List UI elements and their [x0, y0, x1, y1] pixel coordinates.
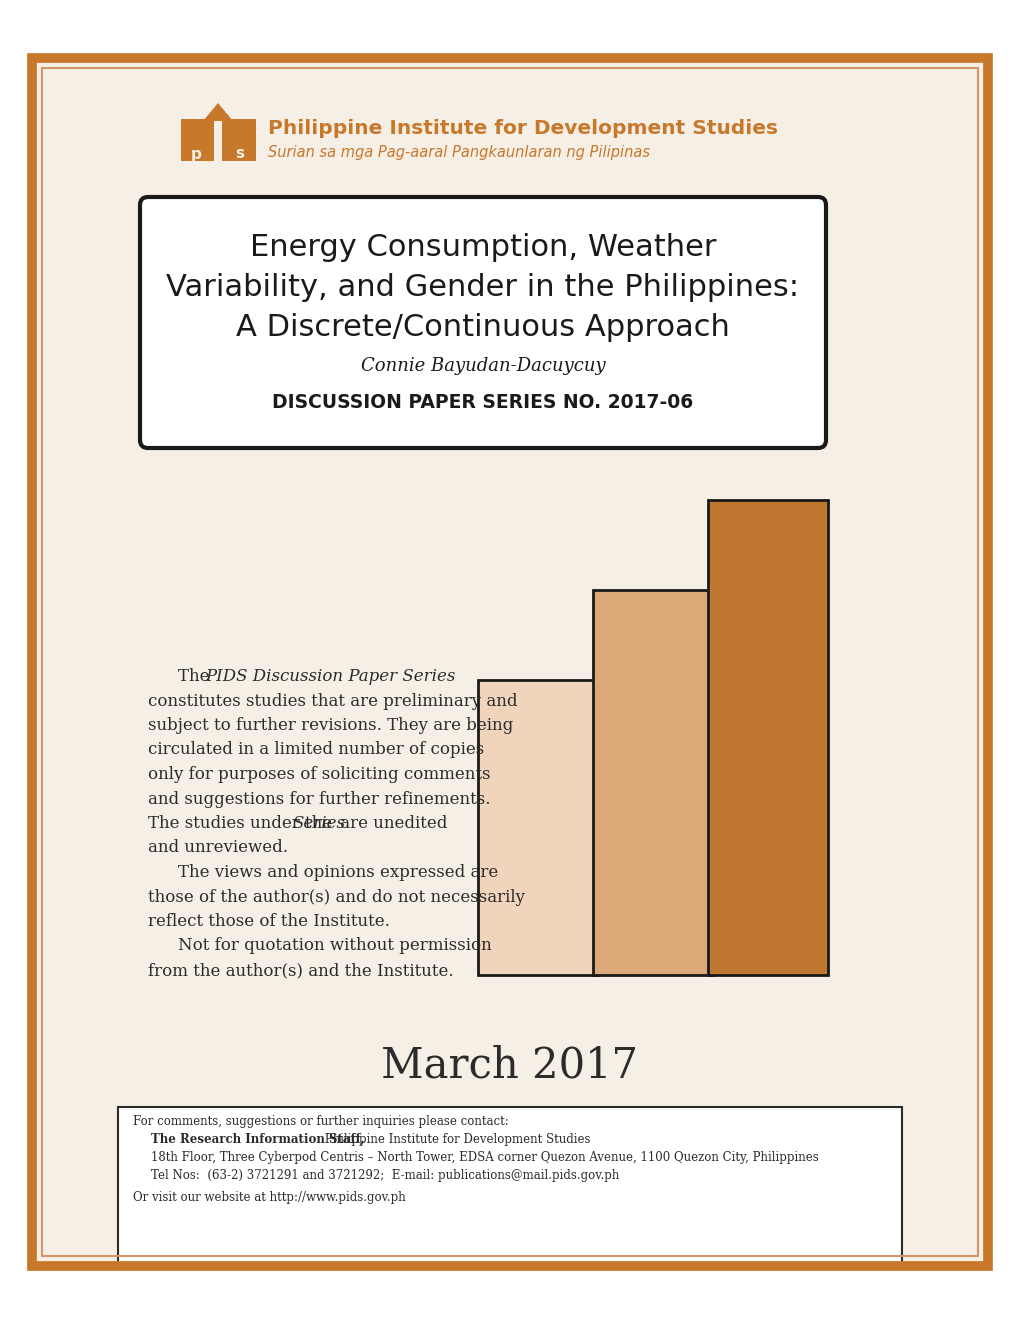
Text: Energy Consumption, Weather: Energy Consumption, Weather [250, 234, 715, 263]
Polygon shape [203, 103, 232, 121]
Text: The views and opinions expressed are: The views and opinions expressed are [178, 865, 497, 880]
Text: Surian sa mga Pag-aaral Pangkaunlaran ng Pilipinas: Surian sa mga Pag-aaral Pangkaunlaran ng… [268, 145, 649, 161]
Text: Philippine Institute for Development Studies: Philippine Institute for Development Stu… [321, 1133, 590, 1146]
Text: and unreviewed.: and unreviewed. [148, 840, 287, 857]
Text: The: The [178, 668, 215, 685]
Text: Or visit our website at http://www.pids.gov.ph: Or visit our website at http://www.pids.… [132, 1191, 406, 1204]
Text: s: s [235, 147, 245, 161]
Text: Series: Series [292, 814, 345, 832]
Text: and suggestions for further refinements.: and suggestions for further refinements. [148, 791, 490, 808]
Text: subject to further revisions. They are being: subject to further revisions. They are b… [148, 717, 513, 734]
Text: constitutes studies that are preliminary and: constitutes studies that are preliminary… [148, 693, 517, 710]
Text: March 2017: March 2017 [381, 1044, 638, 1086]
Bar [214, 121, 222, 162]
Text: Connie Bayudan-Dacuycuy: Connie Bayudan-Dacuycuy [361, 356, 604, 375]
Text: 18th Floor, Three Cyberpod Centris – North Tower, EDSA corner Quezon Avenue, 110: 18th Floor, Three Cyberpod Centris – Nor… [151, 1151, 818, 1164]
Text: those of the author(s) and do not necessarily: those of the author(s) and do not necess… [148, 888, 525, 906]
Bar [118, 1107, 901, 1265]
Text: Tel Nos:  (63-2) 3721291 and 3721292;  E-mail: publications@mail.pids.gov.ph: Tel Nos: (63-2) 3721291 and 3721292; E-m… [151, 1170, 619, 1181]
Text: The studies under the: The studies under the [148, 814, 337, 832]
Bar [592, 590, 712, 975]
Text: PIDS Discussion Paper Series: PIDS Discussion Paper Series [205, 668, 454, 685]
Bar [707, 500, 827, 975]
Text: reflect those of the Institute.: reflect those of the Institute. [148, 913, 389, 931]
Text: Not for quotation without permission: Not for quotation without permission [178, 937, 491, 954]
Text: The Research Information Staff,: The Research Information Staff, [151, 1133, 364, 1146]
Text: For comments, suggestions or further inquiries please contact:: For comments, suggestions or further inq… [132, 1115, 508, 1129]
Text: p: p [191, 147, 201, 161]
Text: Variability, and Gender in the Philippines:: Variability, and Gender in the Philippin… [166, 273, 799, 302]
Text: from the author(s) and the Institute.: from the author(s) and the Institute. [148, 962, 453, 979]
Bar [478, 680, 597, 975]
Text: Philippine Institute for Development Studies: Philippine Institute for Development Stu… [268, 119, 777, 137]
Text: circulated in a limited number of copies: circulated in a limited number of copies [148, 742, 484, 759]
Text: DISCUSSION PAPER SERIES NO. 2017-06: DISCUSSION PAPER SERIES NO. 2017-06 [272, 393, 693, 412]
Text: are unedited: are unedited [334, 814, 447, 832]
Bar [180, 119, 256, 161]
Text: A Discrete/Continuous Approach: A Discrete/Continuous Approach [235, 314, 730, 342]
Text: only for purposes of soliciting comments: only for purposes of soliciting comments [148, 766, 490, 783]
FancyBboxPatch shape [140, 197, 825, 447]
